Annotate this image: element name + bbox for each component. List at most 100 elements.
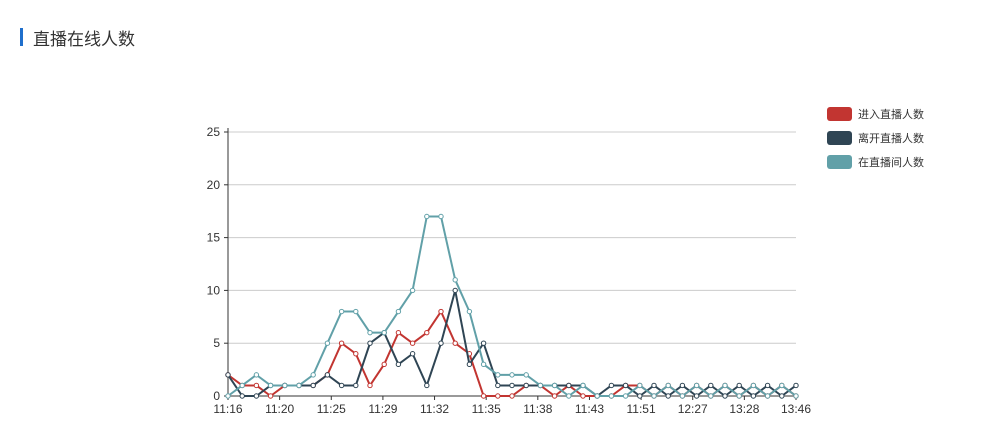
legend-label: 在直播间人数 [858, 155, 924, 169]
data-point [310, 382, 316, 389]
y-tick-label: 20 [207, 178, 221, 192]
data-point [395, 361, 402, 368]
x-tick-label: 12:27 [678, 402, 708, 416]
data-point [693, 393, 700, 399]
data-point [495, 393, 501, 399]
data-point [509, 372, 515, 378]
data-point [424, 213, 430, 220]
data-point [452, 340, 458, 346]
legend-swatch [827, 131, 852, 145]
data-point [665, 382, 671, 389]
data-point [324, 372, 331, 378]
legend-swatch [827, 107, 852, 121]
data-point [338, 382, 345, 389]
data-point [764, 393, 771, 399]
data-point [679, 393, 686, 399]
data-point [764, 382, 771, 389]
data-point [395, 308, 402, 315]
data-point [438, 340, 444, 346]
data-point [523, 382, 529, 389]
data-point [225, 393, 231, 399]
data-point [424, 329, 430, 336]
data-point [424, 382, 430, 389]
x-tick-label: 11:38 [523, 402, 552, 416]
data-point [480, 340, 487, 346]
x-tick-label: 11:29 [368, 402, 397, 416]
x-tick-label: 11:51 [627, 402, 656, 416]
legend-swatch [827, 155, 852, 169]
data-point [566, 393, 572, 399]
legend-item: 离开直播人数 [827, 131, 924, 145]
data-point [750, 393, 757, 399]
y-tick-label: 0 [213, 389, 220, 403]
legend-item: 在直播间人数 [827, 155, 924, 169]
data-point [736, 382, 742, 389]
data-point [353, 351, 359, 357]
data-point [253, 393, 260, 399]
data-point [537, 382, 544, 389]
data-point [367, 329, 373, 336]
data-point [722, 382, 728, 389]
x-tick-label: 11:35 [472, 402, 501, 416]
data-point [409, 351, 416, 357]
y-tick-label: 15 [207, 231, 221, 245]
data-point [622, 382, 629, 389]
data-point [438, 308, 444, 315]
data-point [267, 393, 274, 399]
data-point [509, 393, 515, 399]
x-tick-label: 11:25 [317, 402, 346, 416]
x-tick-label: 11:16 [213, 402, 242, 416]
data-point [353, 308, 359, 315]
data-point [438, 213, 444, 220]
data-point [267, 382, 274, 389]
x-tick-label: 13:28 [729, 402, 759, 416]
data-point [282, 382, 288, 389]
data-point [608, 393, 615, 399]
data-point [409, 340, 416, 346]
data-point [750, 382, 757, 389]
title-accent-bar [20, 28, 23, 46]
data-point [679, 382, 686, 389]
data-point [353, 382, 359, 389]
data-point [367, 340, 373, 346]
y-tick-label: 5 [213, 336, 220, 350]
data-point [381, 361, 387, 368]
data-point [253, 372, 260, 378]
data-point [395, 329, 402, 336]
x-tick-label: 11:43 [575, 402, 604, 416]
data-point [310, 372, 316, 378]
x-tick-label: 11:20 [265, 402, 294, 416]
data-point [608, 382, 615, 389]
data-point [580, 393, 586, 399]
data-point [338, 308, 345, 315]
data-point [480, 393, 487, 399]
data-point [495, 372, 501, 378]
data-point [381, 329, 387, 336]
legend-label: 进入直播人数 [858, 107, 924, 121]
data-point [793, 382, 799, 389]
data-point [779, 393, 785, 399]
data-point [495, 382, 501, 389]
data-point [551, 393, 558, 399]
legend-item: 进入直播人数 [827, 107, 924, 121]
data-point [637, 393, 643, 399]
chart-header: 直播在线人数 [20, 26, 135, 50]
x-tick-label: 11:32 [420, 402, 449, 416]
data-point [452, 277, 458, 283]
legend-label: 离开直播人数 [858, 131, 924, 145]
data-point [509, 382, 515, 389]
x-tick-label: 13:46 [781, 402, 811, 416]
data-point [480, 361, 487, 368]
data-point [452, 287, 458, 294]
data-point [651, 382, 657, 389]
page-title: 直播在线人数 [33, 29, 135, 50]
data-point [736, 393, 742, 399]
data-point [651, 393, 657, 399]
data-point [225, 372, 231, 378]
data-point [580, 382, 586, 389]
data-point [708, 393, 714, 399]
series-line [227, 215, 797, 397]
data-point [793, 393, 799, 399]
data-point [779, 382, 785, 389]
data-point [324, 340, 331, 346]
